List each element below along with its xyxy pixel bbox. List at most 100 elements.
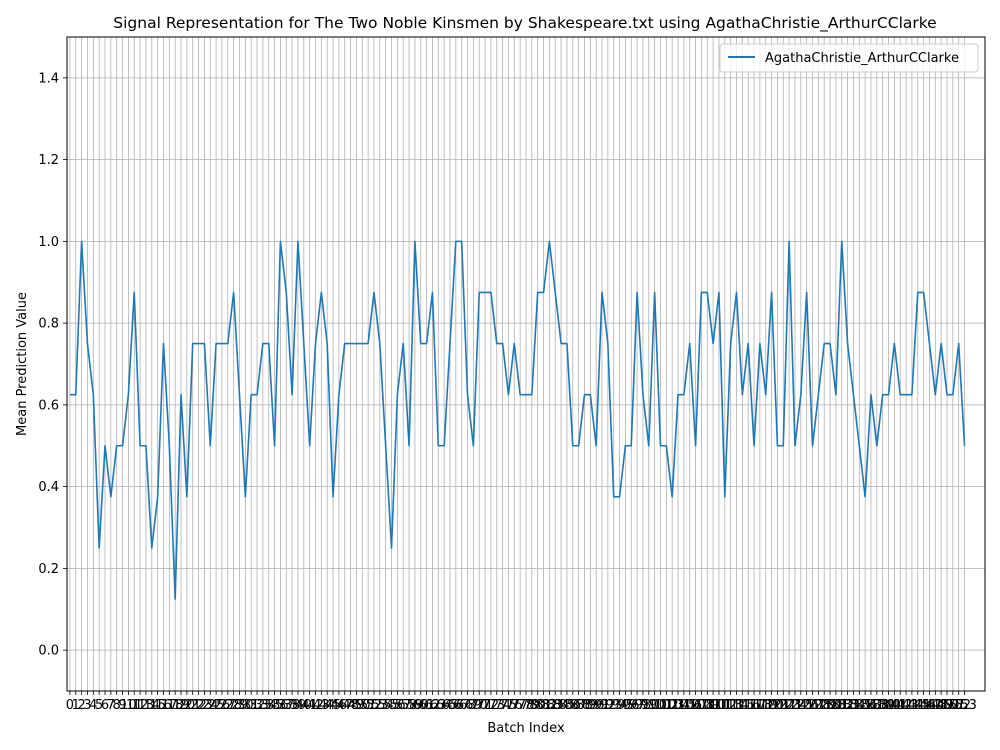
x-tick-label: 91: [594, 698, 611, 713]
x-tick-label: 70: [471, 698, 488, 713]
x-tick-label: 128: [806, 698, 831, 713]
x-tick-label: 97: [629, 698, 646, 713]
x-axis-ticks: 0123456789101112131415161718192021222324…: [66, 691, 977, 713]
x-tick-label: 116: [736, 698, 761, 713]
x-tick-label: 45: [325, 698, 342, 713]
x-tick-label: 109: [695, 698, 720, 713]
x-tick-label: 119: [753, 698, 778, 713]
x-tick-label: 136: [853, 698, 878, 713]
x-tick-label: 28: [225, 698, 242, 713]
x-tick-label: 35: [266, 698, 283, 713]
chart-title: Signal Representation for The Two Noble …: [113, 14, 936, 33]
x-tick-label: 0: [66, 698, 74, 713]
x-tick-label: 130: [818, 698, 843, 713]
y-tick-label: 0.8: [38, 317, 59, 332]
x-tick-label: 76: [506, 698, 523, 713]
x-tick-label: 43: [313, 698, 330, 713]
x-tick-label: 83: [547, 698, 564, 713]
x-tick-label: 99: [641, 698, 658, 713]
x-gridlines: [69, 37, 965, 691]
x-tick-label: 112: [712, 698, 737, 713]
x-tick-label: 141: [882, 698, 907, 713]
x-tick-label: 52: [366, 698, 383, 713]
x-tick-label: 134: [841, 698, 866, 713]
x-tick-label: 68: [459, 698, 476, 713]
x-tick-label: 144: [899, 698, 924, 713]
x-tick-label: 24: [202, 698, 219, 713]
x-tick-label: 82: [541, 698, 558, 713]
x-tick-label: 149: [929, 698, 954, 713]
x-tick-label: 102: [654, 698, 679, 713]
x-tick-label: 85: [559, 698, 576, 713]
x-tick-label: 5: [95, 698, 103, 713]
x-tick-label: 26: [214, 698, 231, 713]
x-tick-label: 1: [72, 698, 80, 713]
x-tick-label: 66: [448, 698, 465, 713]
x-tick-label: 142: [888, 698, 913, 713]
x-tick-label: 129: [812, 698, 837, 713]
x-tick-label: 145: [905, 698, 930, 713]
x-tick-label: 14: [144, 698, 161, 713]
x-tick-label: 25: [208, 698, 225, 713]
x-tick-label: 150: [935, 698, 960, 713]
x-tick-label: 126: [794, 698, 819, 713]
y-tick-label: 1.2: [38, 153, 59, 168]
x-tick-label: 79: [524, 698, 541, 713]
x-tick-label: 13: [138, 698, 155, 713]
x-tick-label: 15: [149, 698, 166, 713]
x-tick-label: 75: [500, 698, 517, 713]
x-tick-label: 143: [894, 698, 919, 713]
x-tick-label: 122: [771, 698, 796, 713]
x-tick-label: 103: [660, 698, 685, 713]
y-tick-label: 0.2: [38, 562, 59, 577]
x-tick-label: 147: [917, 698, 942, 713]
x-tick-label: 55: [383, 698, 400, 713]
x-tick-label: 31: [243, 698, 260, 713]
x-tick-label: 16: [155, 698, 172, 713]
x-tick-label: 140: [876, 698, 901, 713]
x-tick-label: 148: [923, 698, 948, 713]
x-tick-label: 2: [77, 698, 85, 713]
x-tick-label: 30: [237, 698, 254, 713]
x-tick-label: 58: [401, 698, 418, 713]
x-tick-label: 3: [83, 698, 91, 713]
x-tick-label: 54: [377, 698, 394, 713]
x-tick-label: 113: [718, 698, 743, 713]
x-tick-label: 12: [132, 698, 149, 713]
x-tick-label: 107: [683, 698, 708, 713]
x-tick-label: 29: [231, 698, 248, 713]
x-tick-label: 71: [477, 698, 494, 713]
x-tick-label: 69: [465, 698, 482, 713]
y-axis-ticks: 0.0 0.2 0.4 0.6 0.8 1.0 1.2 1.4: [38, 71, 67, 659]
x-tick-label: 100: [642, 698, 667, 713]
series-line: [69, 240, 966, 600]
x-tick-label: 115: [730, 698, 755, 713]
y-tick-label: 1.0: [38, 235, 59, 250]
x-tick-label: 8: [113, 698, 121, 713]
x-tick-label: 65: [442, 698, 459, 713]
y-tick-label: 0.6: [38, 398, 59, 413]
x-tick-label: 80: [529, 698, 546, 713]
x-tick-label: 72: [483, 698, 500, 713]
x-tick-label: 21: [184, 698, 201, 713]
x-tick-label: 40: [296, 698, 313, 713]
x-tick-label: 87: [570, 698, 587, 713]
x-tick-label: 9: [118, 698, 126, 713]
x-tick-label: 81: [535, 698, 552, 713]
x-tick-label: 118: [747, 698, 772, 713]
x-tick-label: 53: [372, 698, 389, 713]
x-tick-label: 32: [249, 698, 266, 713]
x-axis-label: Batch Index: [487, 721, 565, 736]
x-tick-label: 139: [870, 698, 895, 713]
x-tick-label: 60: [412, 698, 429, 713]
x-tick-label: 104: [666, 698, 691, 713]
x-tick-label: 120: [759, 698, 784, 713]
x-tick-label: 41: [301, 698, 318, 713]
legend: AgathaChristie_ArthurCClarke: [719, 43, 979, 73]
x-tick-label: 153: [952, 698, 977, 713]
x-tick-label: 4: [89, 698, 97, 713]
x-tick-label: 49: [348, 698, 365, 713]
x-tick-label: 48: [342, 698, 359, 713]
series-layer: [69, 240, 966, 600]
